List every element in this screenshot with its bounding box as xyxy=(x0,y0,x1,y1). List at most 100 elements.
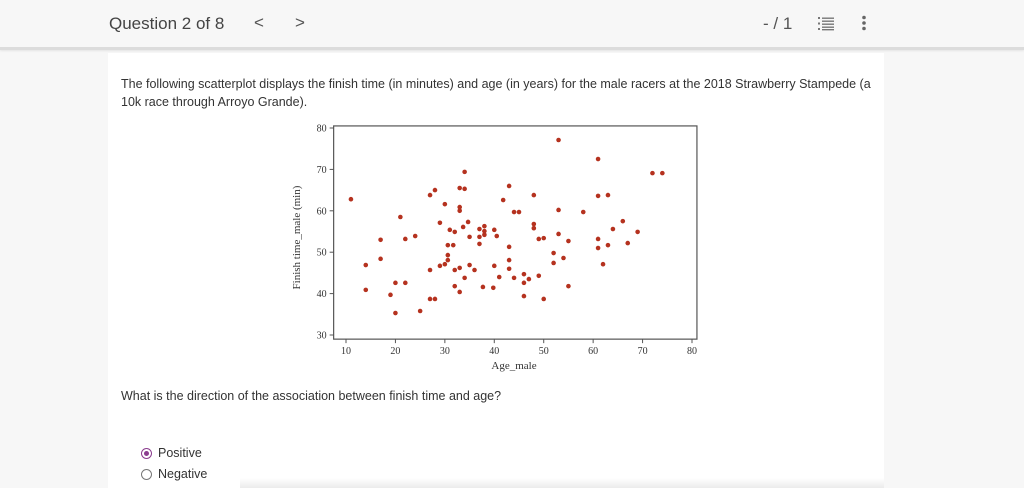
data-point xyxy=(506,257,512,263)
data-point xyxy=(482,223,487,229)
data-point xyxy=(521,271,527,277)
data-point xyxy=(541,296,547,302)
x-tick-label: 50 xyxy=(539,346,549,357)
previous-question-button[interactable]: < xyxy=(254,13,264,32)
question-header: Question 2 of 8 < > - / 1 xyxy=(0,0,1024,50)
data-point xyxy=(462,275,467,281)
data-point xyxy=(541,235,547,241)
x-tick-label: 60 xyxy=(588,346,598,357)
y-tick-label: 30 xyxy=(317,331,327,342)
next-question-button[interactable]: > xyxy=(295,13,305,32)
data-point xyxy=(452,283,458,289)
data-point xyxy=(521,293,527,299)
more-vertical-icon[interactable] xyxy=(861,15,867,31)
data-point xyxy=(437,220,443,226)
data-point xyxy=(595,193,601,199)
data-point xyxy=(605,192,611,198)
x-tick-label: 80 xyxy=(687,346,697,357)
radio-positive[interactable] xyxy=(141,447,152,459)
radio-negative[interactable] xyxy=(141,468,152,480)
x-tick-label: 10 xyxy=(341,346,351,357)
data-point xyxy=(442,201,448,207)
data-point xyxy=(482,232,487,238)
data-point xyxy=(496,274,502,280)
data-point xyxy=(531,221,537,227)
data-point xyxy=(491,227,497,233)
option-label-negative: Negative xyxy=(158,467,208,481)
x-tick-label: 40 xyxy=(489,346,499,357)
data-point xyxy=(511,275,517,281)
x-tick-label: 70 xyxy=(638,346,648,357)
x-tick-label: 20 xyxy=(390,346,400,357)
y-axis-label: Finish time_male (min) xyxy=(291,185,303,289)
data-point xyxy=(490,285,496,291)
data-point xyxy=(457,265,462,271)
data-point xyxy=(620,218,626,224)
data-point xyxy=(506,183,512,189)
data-point xyxy=(600,261,606,267)
data-point xyxy=(595,156,601,162)
data-point xyxy=(427,192,433,198)
data-point xyxy=(511,209,517,215)
score-display: - / 1 xyxy=(763,14,793,33)
data-point xyxy=(556,137,561,143)
data-point xyxy=(460,224,466,230)
data-point xyxy=(561,255,566,261)
data-point xyxy=(427,267,433,273)
x-axis-label: Age_male xyxy=(491,360,536,372)
data-point xyxy=(551,250,556,256)
data-point xyxy=(447,227,453,233)
data-point xyxy=(635,229,640,235)
data-point xyxy=(432,187,438,193)
question-intro: The following scatterplot displays the f… xyxy=(121,77,871,109)
question-card: The following scatterplot displays the f… xyxy=(108,53,884,488)
data-point xyxy=(363,287,369,293)
data-point xyxy=(477,226,482,232)
data-point xyxy=(556,207,561,213)
x-tick-label: 30 xyxy=(440,346,450,357)
data-point xyxy=(595,245,601,251)
data-point xyxy=(595,236,601,242)
data-point xyxy=(536,273,542,279)
data-point xyxy=(412,233,418,239)
data-point xyxy=(445,242,451,248)
data-point xyxy=(566,238,571,244)
data-point xyxy=(378,237,383,243)
data-point xyxy=(660,170,665,176)
y-tick-label: 40 xyxy=(317,289,327,300)
data-point xyxy=(398,214,403,220)
data-point xyxy=(491,263,497,269)
data-point xyxy=(457,208,462,214)
option-negative[interactable]: Negative xyxy=(141,467,207,481)
data-point xyxy=(427,296,433,302)
data-point xyxy=(566,283,571,289)
data-point xyxy=(521,280,527,286)
data-point xyxy=(378,256,383,262)
plot-frame xyxy=(333,125,698,340)
scroll-shadow xyxy=(240,478,884,488)
data-point xyxy=(610,226,616,232)
data-point xyxy=(457,185,462,191)
data-point xyxy=(393,280,398,286)
data-point xyxy=(462,169,467,175)
data-point xyxy=(500,197,506,203)
data-point xyxy=(526,276,532,282)
data-point xyxy=(457,289,462,295)
data-point xyxy=(516,209,522,215)
data-point xyxy=(480,284,486,290)
data-point xyxy=(432,296,438,302)
y-tick-label: 50 xyxy=(317,248,327,259)
data-point xyxy=(393,310,398,316)
data-point xyxy=(450,242,456,248)
data-point xyxy=(437,263,443,269)
scatterplot-chart: 30 40 50 60 70 80 10 20 30 40 50 60 70 80 Age_male Fini… xyxy=(291,124,698,372)
data-point xyxy=(472,267,477,273)
numbered-list-icon[interactable] xyxy=(818,16,834,31)
data-point xyxy=(417,308,423,314)
data-point xyxy=(494,233,500,239)
option-positive[interactable]: Positive xyxy=(141,446,202,460)
data-point xyxy=(363,262,369,268)
data-point xyxy=(445,257,451,263)
data-point xyxy=(465,219,471,225)
data-point xyxy=(467,234,472,240)
